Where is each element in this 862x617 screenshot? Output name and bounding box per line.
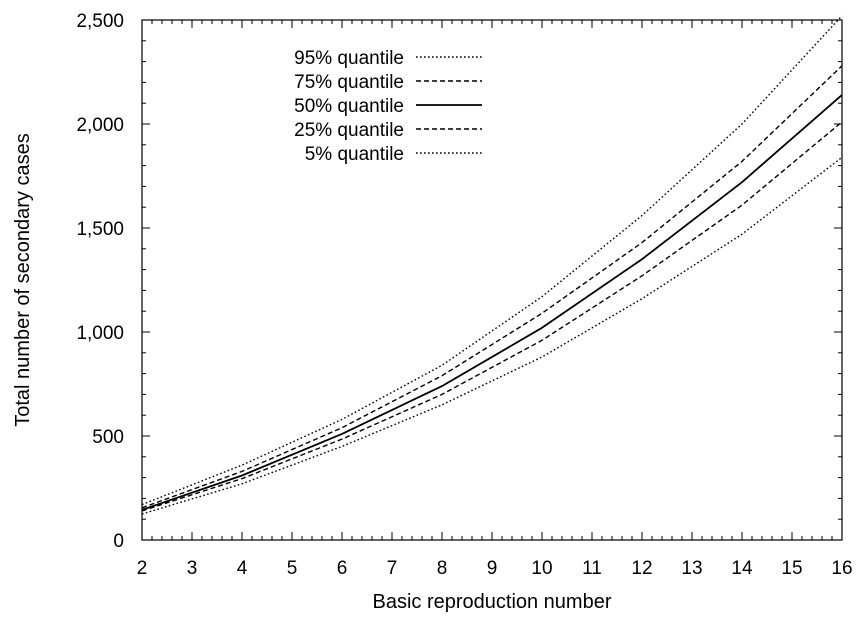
x-tick-label: 2: [137, 558, 148, 579]
y-tick-label: 2,500: [76, 11, 124, 32]
x-tick-label: 8: [437, 558, 448, 579]
y-tick-label: 1,000: [76, 323, 124, 344]
x-tick-label: 15: [781, 558, 802, 579]
series-line: [141, 15, 843, 506]
x-tick-label: 16: [831, 558, 852, 579]
x-tick-label: 12: [631, 558, 652, 579]
series-line: [141, 65, 843, 509]
x-tick-label: 9: [487, 558, 498, 579]
y-axis-title: Total number of secondary cases: [12, 133, 34, 427]
x-tick-label: 6: [337, 558, 348, 579]
y-tick-label: 1,500: [76, 219, 124, 240]
y-tick-label: 0: [113, 531, 124, 552]
x-tick-label: 7: [387, 558, 398, 579]
legend: 95% quantile 75% quantile 50% quantile 25% …: [294, 48, 482, 165]
x-tick-label: 5: [287, 558, 298, 579]
x-tick-label: 14: [731, 558, 753, 579]
plot-frame: [141, 19, 843, 541]
legend-label: 5% quantile: [305, 144, 404, 165]
x-tick-labels: 2 3 4 5 6 7 8 9 10 11 12 13 14 15 16: [137, 558, 853, 579]
axis-ticks: [141, 19, 843, 541]
series-line: [141, 121, 843, 512]
series-line: [141, 156, 843, 515]
x-axis-title: Basic reproduction number: [372, 591, 611, 613]
x-tick-label: 13: [681, 558, 702, 579]
y-tick-label: 500: [92, 427, 124, 448]
x-tick-label: 3: [187, 558, 198, 579]
x-tick-label: 10: [531, 558, 552, 579]
x-tick-label: 11: [582, 558, 602, 579]
legend-label: 75% quantile: [294, 72, 404, 93]
legend-label: 95% quantile: [294, 48, 404, 69]
series-line: [141, 94, 843, 511]
x-tick-label: 4: [237, 558, 248, 579]
y-tick-label: 2,000: [76, 115, 124, 136]
series-lines: [141, 15, 843, 515]
legend-label: 25% quantile: [294, 120, 404, 141]
y-tick-labels: 0 500 1,000 1,500 2,000 2,500: [76, 11, 124, 552]
legend-label: 50% quantile: [294, 96, 404, 117]
